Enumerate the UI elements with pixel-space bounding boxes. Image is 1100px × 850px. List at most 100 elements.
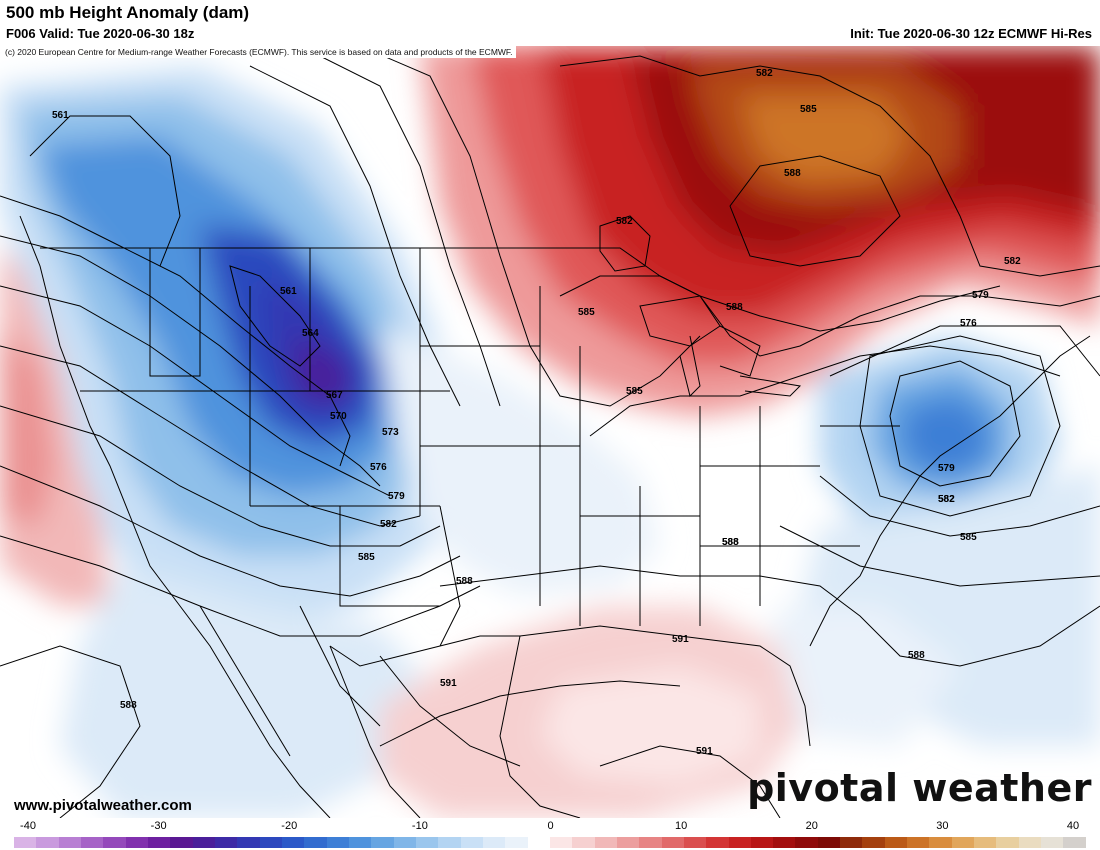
contour-label: 561 — [280, 286, 297, 297]
colorbar-swatch — [840, 837, 863, 848]
contour-label: 570 — [330, 411, 347, 422]
colorbar-swatch — [974, 837, 997, 848]
header: 500 mb Height Anomaly (dam) F006 Valid: … — [0, 0, 1100, 46]
colorbar-tick-label: -40 — [20, 820, 36, 832]
map-title: 500 mb Height Anomaly (dam) — [6, 3, 250, 22]
colorbar-swatch — [460, 837, 483, 848]
boundary-lines — [19, 215, 1091, 818]
contour-label: 582 — [380, 519, 397, 530]
contour-label: 588 — [726, 302, 743, 313]
colorbar-swatch — [549, 837, 573, 848]
colorbar-swatch — [795, 837, 818, 848]
colorbar-swatch — [505, 837, 528, 848]
colorbar-swatch — [929, 837, 952, 848]
height-contours — [0, 46, 1100, 818]
contour-label: 582 — [938, 494, 955, 505]
contour-labels: 561 561 564 567 570 573 576 579 582 582 … — [52, 68, 1021, 757]
site-url: www.pivotalweather.com — [14, 797, 192, 814]
colorbar-swatch — [639, 837, 662, 848]
brand-logo: pivotal weather — [747, 766, 1092, 810]
contour-label: 588 — [722, 537, 739, 548]
colorbar-swatch — [1063, 837, 1086, 848]
colorbar-swatch — [192, 837, 215, 848]
contour-label: 585 — [800, 104, 817, 115]
contour-label: 585 — [960, 532, 977, 543]
contour-label: 585 — [578, 307, 595, 318]
colorbar-swatch — [728, 837, 751, 848]
contour-label: 591 — [672, 634, 689, 645]
colorbar-swatch — [683, 837, 707, 848]
contour-label: 588 — [120, 700, 137, 711]
contour-label: 573 — [382, 427, 399, 438]
colorbar-swatch — [907, 837, 930, 848]
contour-label: 582 — [756, 68, 773, 79]
colorbar-swatch — [661, 837, 684, 848]
weather-map: 561 561 564 567 570 573 576 579 582 582 … — [0, 46, 1100, 818]
contour-label: 564 — [302, 328, 319, 339]
colorbar-tick-label: -10 — [411, 820, 428, 832]
contour-label: 579 — [972, 290, 989, 301]
contour-label: 588 — [722, 537, 739, 548]
colorbar-swatch — [1041, 837, 1064, 848]
contour-label: 588 — [784, 168, 801, 179]
contour-label: 582 — [938, 494, 955, 505]
colorbar-swatch — [80, 837, 104, 848]
contour-label: 582 — [616, 216, 633, 227]
map-canvas: 561 561 564 567 570 573 576 579 582 582 … — [0, 46, 1100, 818]
colorbar-swatch — [438, 837, 461, 848]
colorbar-swatch — [996, 837, 1019, 848]
colorbar-swatch — [817, 837, 841, 848]
colorbar-swatch — [616, 837, 640, 848]
contour-label: 576 — [370, 462, 387, 473]
colorbar-swatch — [103, 837, 126, 848]
colorbar-swatch — [750, 837, 774, 848]
valid-time: F006 Valid: Tue 2020-06-30 18z — [6, 26, 195, 41]
contour-label: 588 — [456, 576, 473, 587]
colorbar-swatch — [594, 837, 617, 848]
colorbar-swatch — [773, 837, 796, 848]
colorbar-swatch — [348, 837, 372, 848]
colorbar-tick-label: 10 — [675, 820, 688, 832]
contour-label: 585 — [626, 386, 643, 397]
colorbar-tick-label: 40 — [1066, 820, 1080, 832]
colorbar-swatch — [281, 837, 305, 848]
colorbar-swatch — [482, 837, 506, 848]
copyright-notice: (c) 2020 European Centre for Medium-rang… — [2, 46, 516, 58]
colorbar-swatch — [884, 837, 908, 848]
colorbar-swatch — [125, 837, 148, 848]
contour-label: 567 — [326, 390, 343, 401]
colorbar-swatch — [237, 837, 260, 848]
colorbar-tick-label: 20 — [805, 820, 818, 832]
colorbar-tick-label: 30 — [936, 820, 949, 832]
colorbar-swatch — [527, 837, 550, 848]
colorbar-strip — [14, 837, 1086, 848]
colorbar-swatch — [1018, 837, 1042, 848]
contour-label: 579 — [388, 491, 405, 502]
colorbar-tick-label: -20 — [281, 820, 298, 832]
colorbar-swatch — [326, 837, 349, 848]
colorbar-tick-label: 0 — [547, 820, 554, 832]
contour-label: 582 — [1004, 256, 1021, 267]
colorbar-swatch — [14, 837, 37, 848]
init-time: Init: Tue 2020-06-30 12z ECMWF Hi-Res — [850, 26, 1092, 41]
contour-label: 591 — [440, 678, 457, 689]
contour-label: 579 — [938, 463, 955, 474]
colorbar-swatch — [572, 837, 595, 848]
colorbar-swatch — [36, 837, 59, 848]
colorbar-swatch — [147, 837, 171, 848]
colorbar-swatch — [371, 837, 394, 848]
colorbar-swatch — [58, 837, 81, 848]
contour-label: 561 — [52, 110, 69, 121]
contour-label: 576 — [960, 318, 977, 329]
contour-label: 588 — [908, 650, 925, 661]
colorbar: -40 -30 -20 -10 0 10 20 30 40 — [0, 818, 1100, 850]
colorbar-swatch — [706, 837, 729, 848]
colorbar-swatch — [393, 837, 416, 848]
colorbar-swatch — [170, 837, 193, 848]
colorbar-swatch — [415, 837, 439, 848]
contour-label: 585 — [358, 552, 375, 563]
colorbar-swatch — [862, 837, 885, 848]
colorbar-swatch — [951, 837, 975, 848]
colorbar-swatch — [304, 837, 327, 848]
colorbar-swatch — [259, 837, 282, 848]
